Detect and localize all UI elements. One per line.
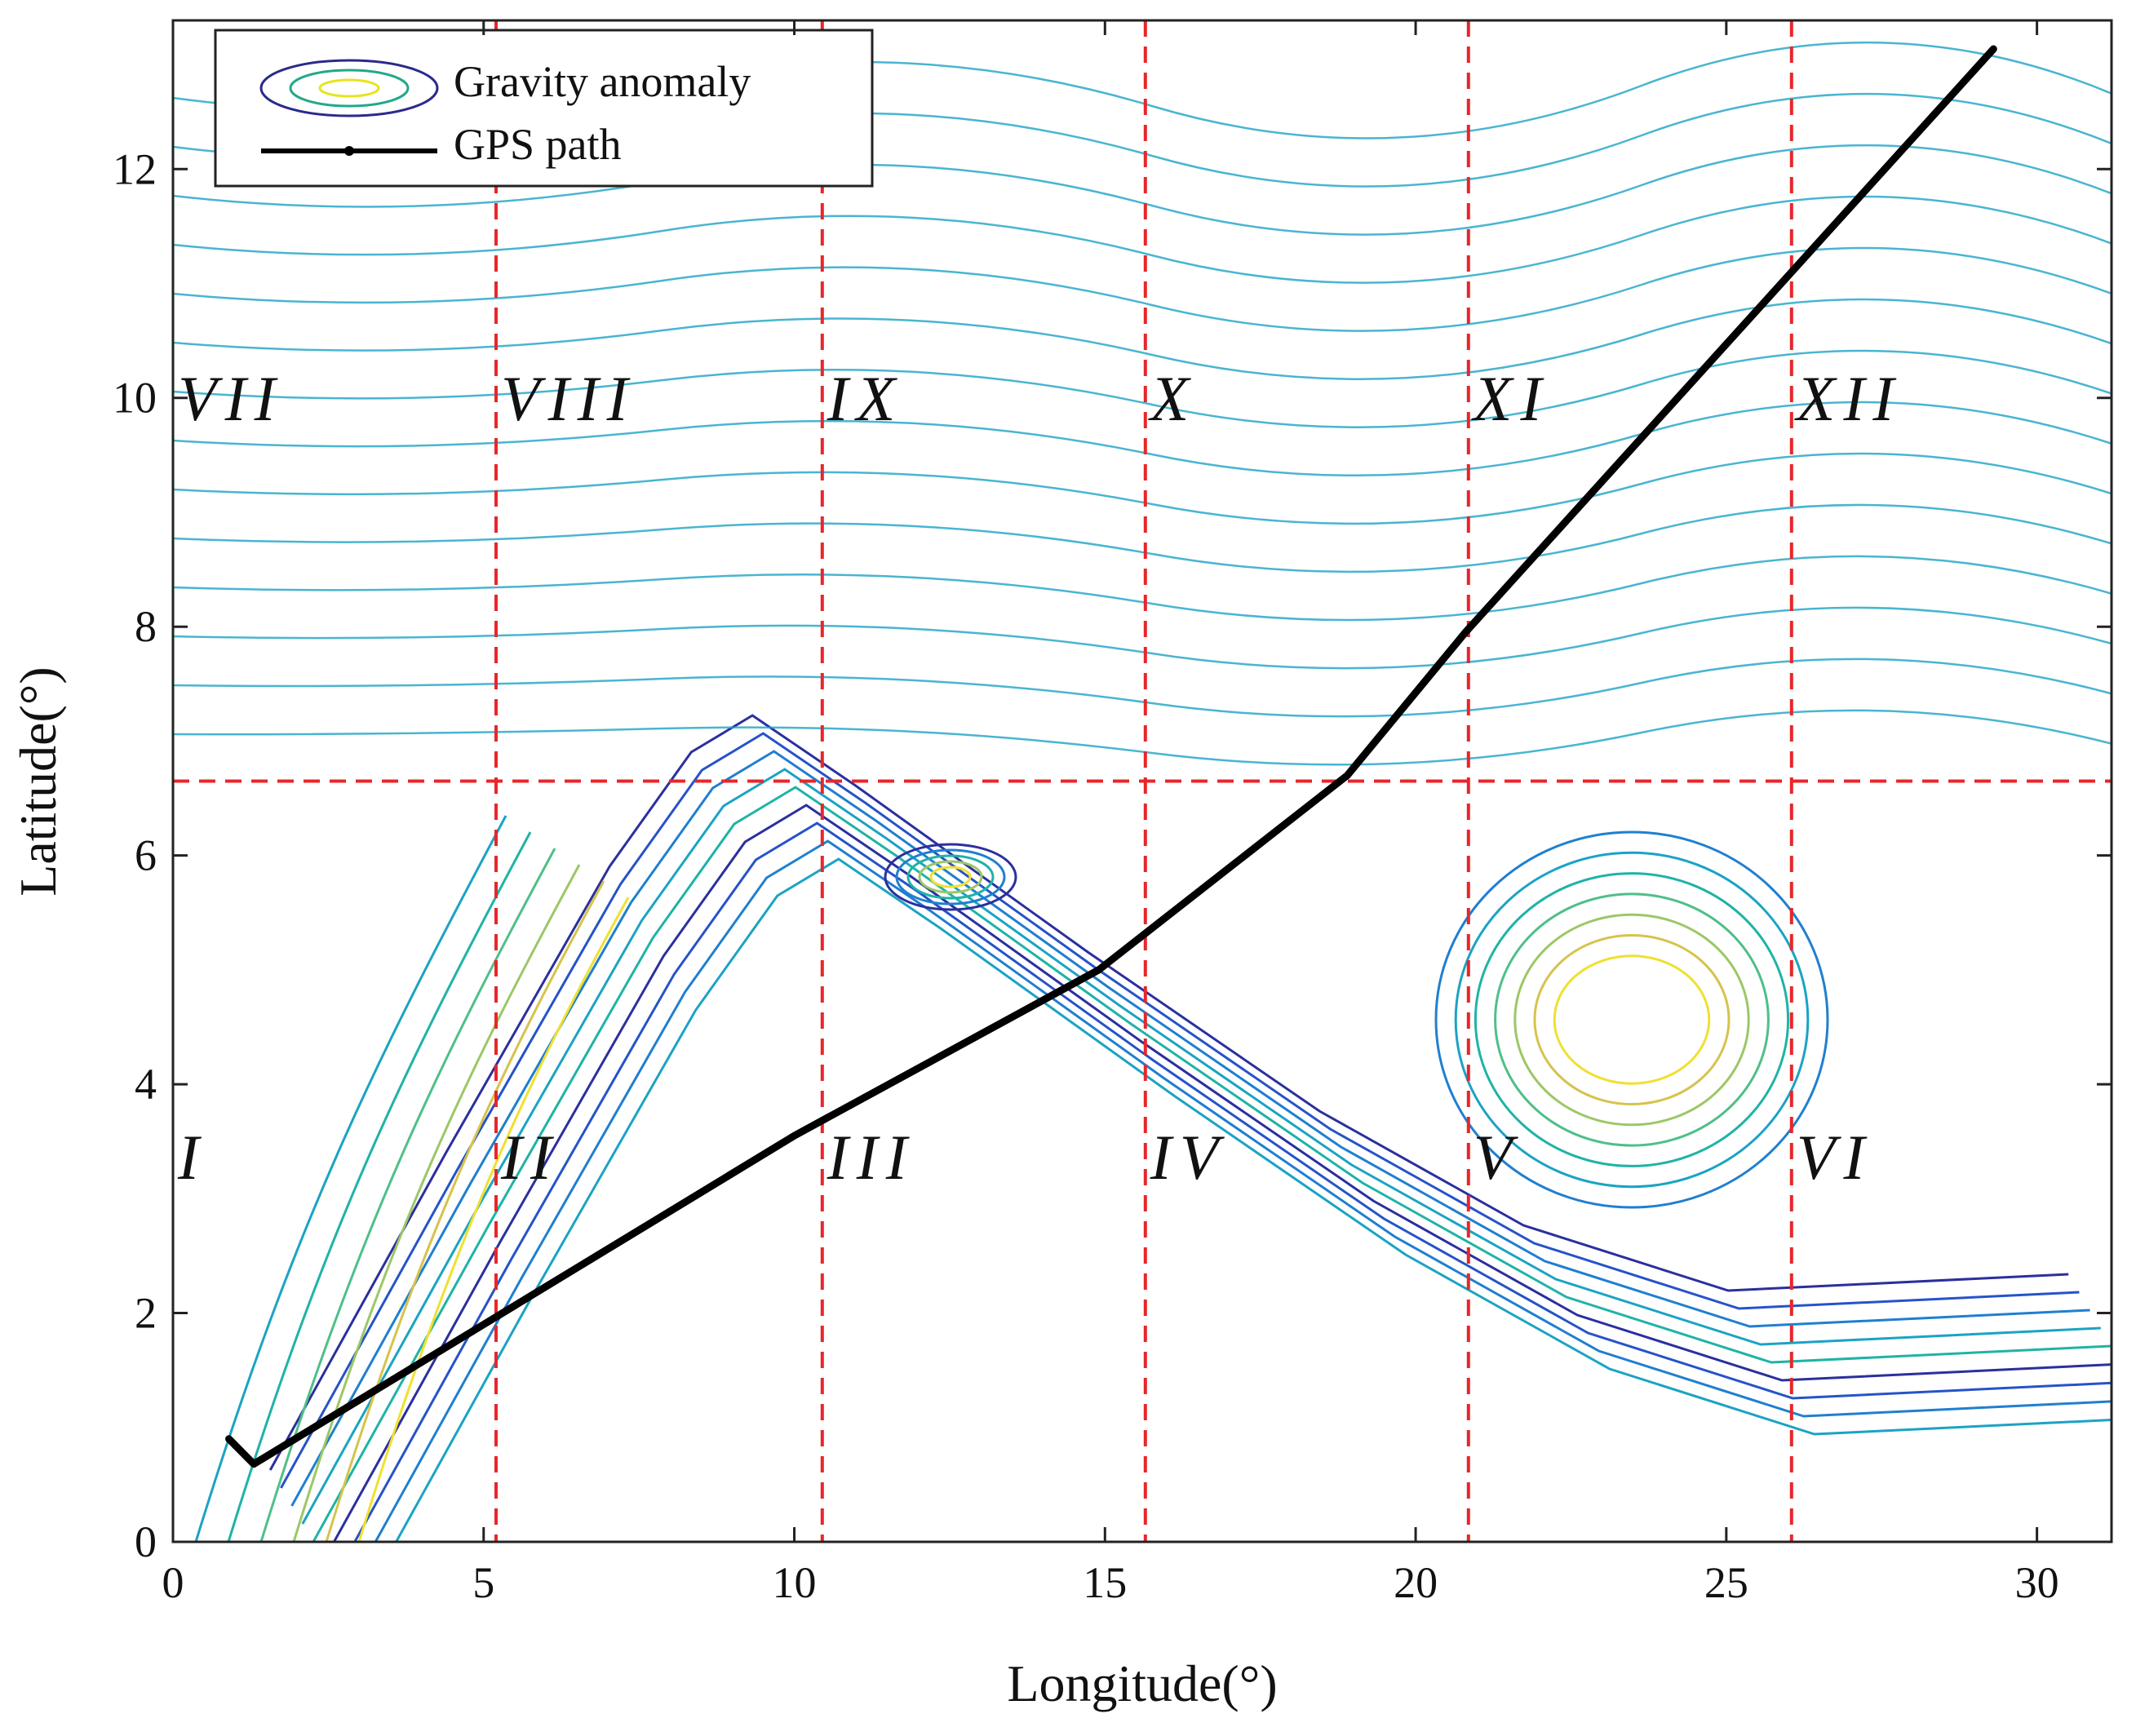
contour-line	[173, 709, 2112, 766]
y-tick-label: 6	[135, 831, 157, 880]
legend: Gravity anomaly GPS path	[214, 29, 874, 188]
contour-line	[173, 606, 2112, 670]
contour-line	[173, 452, 2112, 525]
region-label: VIII	[501, 363, 636, 434]
contour-line	[173, 298, 2112, 380]
region-label: XI	[1471, 363, 1550, 434]
region-label: IX	[826, 363, 904, 434]
contour-line	[1454, 851, 1810, 1189]
region-label: VI	[1797, 1122, 1873, 1193]
y-tick-label: 8	[135, 602, 157, 651]
region-label: IV	[1150, 1122, 1227, 1193]
region-label: III	[826, 1122, 915, 1193]
x-tick-label: 20	[1394, 1558, 1438, 1607]
x-tick-label: 5	[472, 1558, 494, 1607]
y-tick-label: 2	[135, 1289, 157, 1338]
x-tick-label: 15	[1083, 1558, 1127, 1607]
plot-frame	[171, 19, 2113, 1543]
x-tick-label: 0	[162, 1558, 184, 1607]
region-label: XII	[1794, 363, 1903, 434]
gravity-contours	[173, 41, 2112, 1542]
region-label: VII	[178, 363, 284, 434]
x-tick-label: 30	[2015, 1558, 2059, 1607]
x-axis-label: Longitude(°)	[1007, 1654, 1277, 1712]
contour-line	[194, 815, 507, 1542]
contour-line	[290, 750, 2090, 1507]
y-tick-label: 0	[135, 1517, 157, 1566]
contour-line	[173, 246, 2112, 332]
contour-line	[173, 144, 2112, 236]
legend-label: GPS path	[454, 120, 622, 169]
contour-line	[227, 831, 532, 1542]
x-tick-label: 10	[773, 1558, 817, 1607]
contour-line	[895, 848, 1006, 906]
contour-line	[353, 822, 2112, 1542]
contour-line	[374, 839, 2112, 1542]
contour-line	[173, 555, 2112, 622]
contour-line	[173, 401, 2112, 477]
gps-path	[225, 45, 1997, 1468]
legend-label: Gravity anomaly	[454, 57, 751, 106]
legend-swatch	[318, 78, 380, 98]
contour-line	[357, 897, 630, 1542]
contour-line	[325, 880, 605, 1542]
y-tick-label: 10	[113, 374, 157, 423]
contour-line	[1533, 934, 1731, 1105]
contour-line	[1553, 954, 1711, 1085]
contour-line	[259, 848, 556, 1542]
contour-line	[268, 714, 2069, 1471]
y-tick-label: 4	[135, 1060, 157, 1109]
region-label: X	[1148, 363, 1198, 434]
contour-line	[884, 843, 1017, 911]
contour-line	[173, 658, 2112, 718]
legend-swatch	[289, 69, 410, 108]
contour-line	[1473, 872, 1790, 1167]
contour-line	[1513, 913, 1750, 1127]
contour-line	[906, 854, 995, 900]
contour-line	[292, 864, 581, 1542]
contour-line	[1434, 830, 1829, 1209]
contour-line	[173, 503, 2112, 574]
y-tick-label: 12	[113, 144, 157, 193]
contour-line	[301, 768, 2101, 1525]
contour-line	[1494, 892, 1770, 1147]
legend-swatch	[259, 59, 439, 117]
contour-line	[929, 866, 972, 888]
legend-box	[214, 29, 874, 188]
overlay	[173, 20, 2112, 1542]
region-label: I	[177, 1122, 207, 1193]
x-tick-label: 25	[1704, 1558, 1748, 1607]
contour-line	[918, 860, 983, 894]
contour-line	[394, 857, 2112, 1542]
region-label: V	[1473, 1122, 1521, 1193]
contour-line	[173, 349, 2112, 428]
contour-line	[280, 732, 2080, 1489]
contour-line	[173, 195, 2112, 284]
y-axis-label: Latitude(°)	[9, 666, 67, 896]
region-label: II	[500, 1122, 560, 1193]
legend-swatch	[344, 146, 354, 156]
